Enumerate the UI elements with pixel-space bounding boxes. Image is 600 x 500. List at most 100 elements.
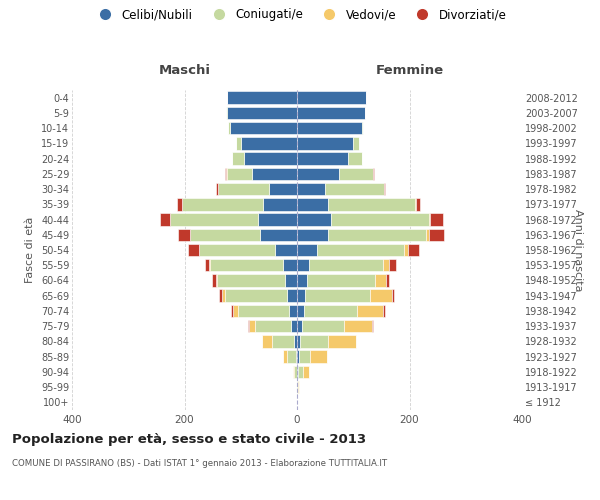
Text: Popolazione per età, sesso e stato civile - 2013: Popolazione per età, sesso e stato civil… (12, 432, 366, 446)
Bar (310, 350, 327, 363)
Bar (297, 350, 299, 363)
Bar (272, 335, 294, 347)
Bar (294, 335, 297, 347)
Bar (304, 304, 357, 317)
Bar (230, 304, 233, 317)
Bar (331, 214, 429, 226)
Bar (430, 214, 443, 226)
Bar (297, 198, 328, 210)
Bar (257, 214, 297, 226)
Bar (362, 122, 363, 134)
Bar (325, 183, 384, 196)
Bar (296, 350, 297, 363)
Bar (244, 152, 297, 165)
Bar (220, 290, 222, 302)
Bar (228, 122, 229, 134)
Y-axis label: Anni di nascita: Anni di nascita (573, 209, 583, 291)
Bar (347, 152, 362, 165)
Bar (374, 274, 386, 286)
Bar (287, 350, 296, 363)
Bar (310, 259, 383, 272)
Bar (227, 168, 252, 180)
Bar (305, 290, 370, 302)
Bar (216, 183, 218, 196)
Bar (229, 122, 297, 134)
Bar (384, 183, 385, 196)
Bar (317, 244, 404, 256)
Bar (297, 152, 347, 165)
Bar (236, 137, 241, 149)
Bar (416, 198, 420, 210)
Bar (297, 274, 307, 286)
Bar (297, 183, 325, 196)
Bar (297, 214, 331, 226)
Bar (212, 274, 216, 286)
Bar (190, 228, 260, 241)
Bar (357, 304, 383, 317)
Bar (297, 244, 317, 256)
Bar (297, 92, 365, 104)
Bar (199, 244, 275, 256)
Bar (238, 304, 289, 317)
Bar (283, 350, 287, 363)
Bar (383, 259, 389, 272)
Bar (255, 320, 292, 332)
Text: Maschi: Maschi (158, 64, 211, 78)
Bar (392, 290, 394, 302)
Bar (218, 183, 269, 196)
Bar (339, 168, 373, 180)
Bar (372, 320, 373, 332)
Bar (225, 168, 226, 180)
Bar (370, 290, 392, 302)
Bar (428, 228, 445, 241)
Bar (283, 259, 297, 272)
Bar (269, 183, 297, 196)
Y-axis label: Fasce di età: Fasce di età (25, 217, 35, 283)
Bar (284, 274, 297, 286)
Bar (427, 228, 428, 241)
Bar (287, 290, 297, 302)
Bar (300, 335, 328, 347)
Bar (297, 228, 328, 241)
Bar (225, 290, 287, 302)
Bar (299, 350, 310, 363)
Bar (386, 274, 389, 286)
Bar (298, 381, 299, 394)
Bar (298, 366, 302, 378)
Bar (328, 198, 415, 210)
Bar (249, 320, 255, 332)
Bar (297, 168, 339, 180)
Bar (217, 274, 284, 286)
Bar (263, 198, 297, 210)
Bar (160, 214, 170, 226)
Bar (302, 366, 310, 378)
Bar (328, 335, 356, 347)
Bar (241, 137, 297, 149)
Bar (205, 259, 209, 272)
Bar (297, 335, 300, 347)
Bar (232, 152, 244, 165)
Text: Femmine: Femmine (376, 64, 443, 78)
Bar (389, 259, 396, 272)
Bar (297, 259, 310, 272)
Bar (252, 168, 297, 180)
Bar (182, 198, 263, 210)
Bar (297, 304, 304, 317)
Bar (248, 320, 249, 332)
Bar (188, 244, 199, 256)
Text: COMUNE DI PASSIRANO (BS) - Dati ISTAT 1° gennaio 2013 - Elaborazione TUTTITALIA.: COMUNE DI PASSIRANO (BS) - Dati ISTAT 1°… (12, 459, 387, 468)
Bar (178, 228, 190, 241)
Bar (328, 228, 427, 241)
Bar (289, 304, 297, 317)
Bar (429, 214, 430, 226)
Bar (260, 228, 297, 241)
Bar (227, 92, 297, 104)
Bar (297, 320, 302, 332)
Bar (302, 320, 344, 332)
Bar (216, 274, 217, 286)
Bar (294, 366, 297, 378)
Bar (227, 106, 297, 119)
Bar (409, 244, 419, 256)
Bar (383, 304, 385, 317)
Bar (297, 137, 353, 149)
